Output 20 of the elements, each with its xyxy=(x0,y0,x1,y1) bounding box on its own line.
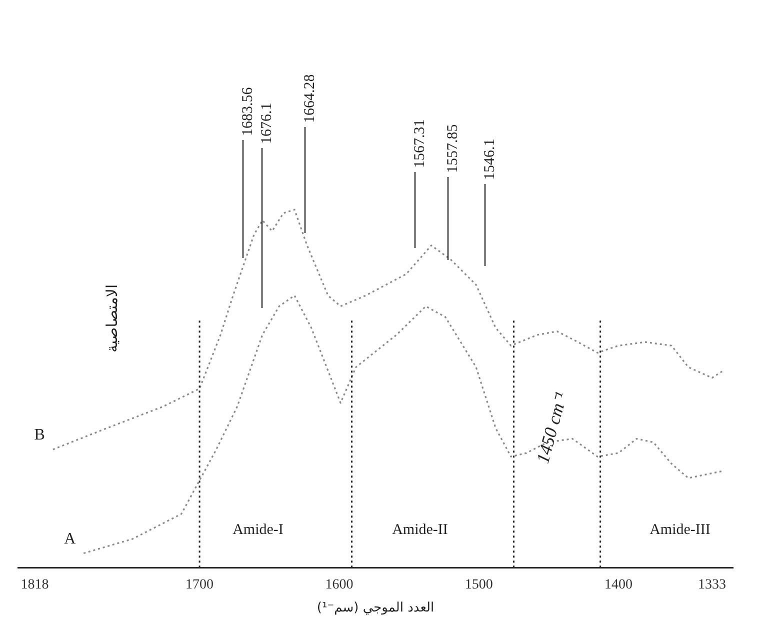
text: 1557.85 xyxy=(444,124,461,173)
x-tick-label: 1500 xyxy=(464,578,493,593)
y-axis-title: الامتصاصية xyxy=(102,284,121,353)
text: 1683.56 xyxy=(240,86,256,136)
x-tick-label: 1818 xyxy=(20,578,49,593)
series-label: A xyxy=(64,530,76,548)
annotation: Amide-II xyxy=(392,522,448,538)
series-label: B xyxy=(34,426,45,444)
text: 1567.31 xyxy=(412,119,428,168)
x-axis-title: العدد الموجي (سم⁻¹) xyxy=(316,600,434,616)
text: 1664.28 xyxy=(302,74,318,123)
annotation: Amide-I xyxy=(232,522,284,538)
x-tick-label: 1333 xyxy=(698,578,726,593)
x-tick-label: 1600 xyxy=(325,578,354,593)
annotation: Amide-III xyxy=(650,522,710,538)
text: 1676.1 xyxy=(258,102,275,144)
annotation: 1450 cm⁻¹ xyxy=(532,390,572,466)
text: 1546.1 xyxy=(482,138,498,180)
x-tick-label: 1400 xyxy=(604,578,632,593)
x-tick-label: 1700 xyxy=(186,578,214,593)
